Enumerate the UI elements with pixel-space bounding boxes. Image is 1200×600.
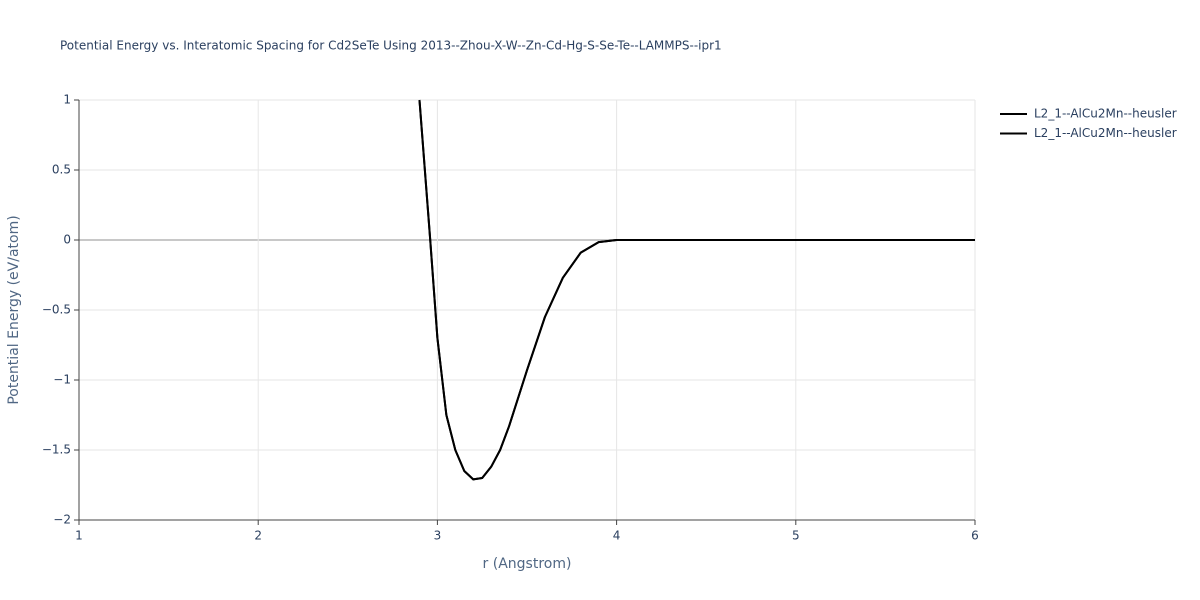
x-tick-label: 1	[75, 529, 83, 543]
line-series	[418, 99, 975, 481]
line-series	[418, 99, 975, 481]
x-tick-label: 2	[254, 529, 262, 543]
y-tick-label: 1	[63, 93, 71, 107]
x-tick-label: 3	[434, 529, 442, 543]
x-axis-title: r (Angstrom)	[483, 556, 572, 572]
y-tick-label: −1	[53, 373, 71, 387]
y-tick-label: 0.5	[52, 163, 71, 177]
legend-label: L2_1--AlCu2Mn--heusler	[1034, 126, 1177, 140]
y-tick-label: 0	[63, 233, 71, 247]
y-tick-label: −2	[53, 513, 71, 527]
y-tick-label: −1.5	[42, 443, 71, 457]
legend-label: L2_1--AlCu2Mn--heusler	[1034, 107, 1177, 121]
chart-title: Potential Energy vs. Interatomic Spacing…	[60, 39, 722, 53]
x-tick-label: 4	[613, 529, 621, 543]
y-tick-label: −0.5	[42, 303, 71, 317]
x-tick-label: 5	[792, 529, 800, 543]
x-tick-label: 6	[971, 529, 979, 543]
y-axis-title: Potential Energy (eV/atom)	[6, 215, 22, 404]
